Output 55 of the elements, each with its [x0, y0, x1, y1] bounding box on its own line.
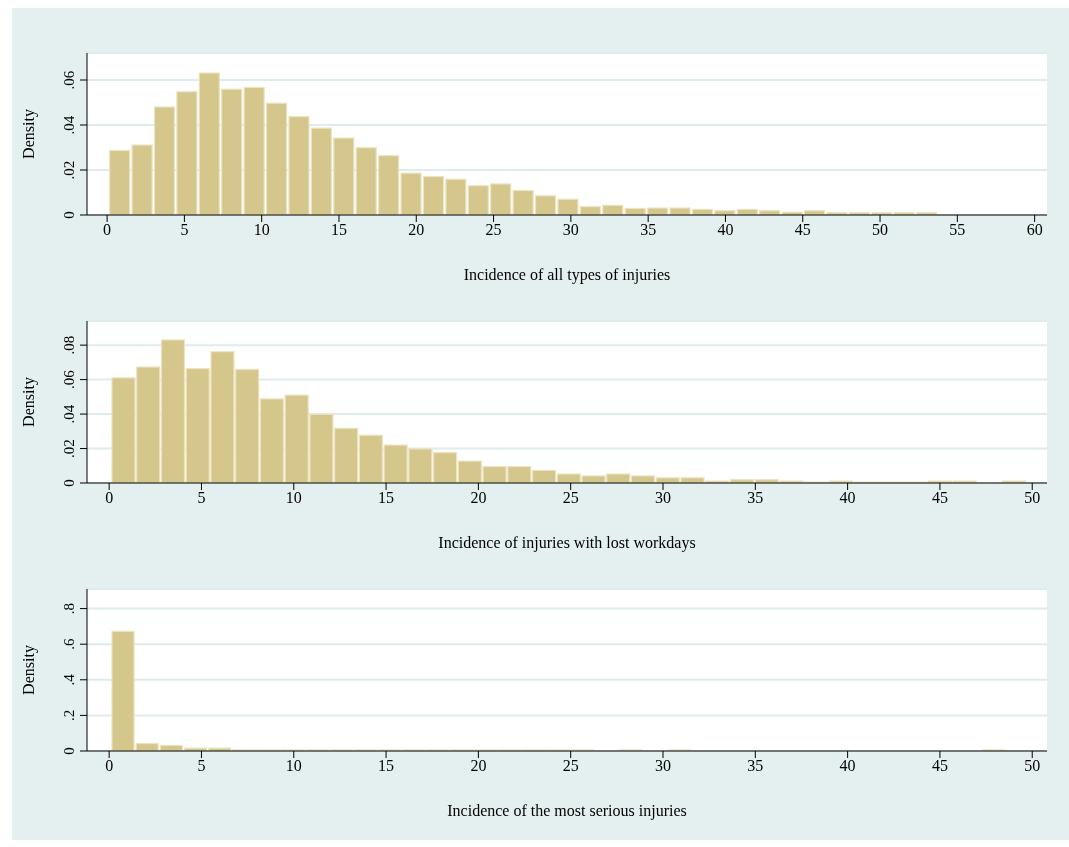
x-tick-label: 45	[931, 489, 948, 507]
x-tick-label: 35	[747, 489, 764, 507]
y-tick-label: .02	[61, 439, 77, 458]
x-tick-label: 20	[408, 221, 425, 239]
y-tick-label: .04	[61, 404, 77, 424]
x-tick-label: 60	[1026, 221, 1043, 239]
x-tick-label: 25	[485, 221, 502, 239]
x-axis-title: Incidence of all types of injuries	[463, 266, 671, 284]
y-tick-label: .02	[61, 160, 77, 180]
y-tick-label: .06	[61, 369, 77, 389]
x-tick-label: 30	[655, 757, 671, 775]
x-tick-label: 10	[253, 221, 270, 239]
x-tick-label: 50	[872, 221, 889, 239]
y-tick-label: 0	[61, 211, 77, 219]
x-tick-label: 0	[103, 221, 112, 239]
x-tick-label: 45	[931, 757, 948, 775]
y-tick-label: .6	[61, 638, 77, 650]
x-tick-label: 30	[562, 221, 579, 239]
x-tick-label: 15	[330, 221, 347, 239]
y-tick-label: 0	[61, 479, 77, 487]
y-tick-label: .08	[61, 335, 77, 355]
x-tick-label: 5	[180, 221, 189, 239]
x-tick-label: 10	[285, 489, 302, 507]
x-tick-label: 55	[949, 221, 966, 239]
x-tick-label: 5	[197, 489, 206, 507]
x-tick-label: 30	[655, 489, 671, 507]
y-tick-label: .2	[61, 709, 77, 722]
x-tick-label: 40	[839, 757, 856, 775]
y-axis-title: Density	[19, 645, 38, 695]
x-tick-label: 0	[105, 489, 114, 507]
x-tick-label: 10	[285, 757, 302, 775]
x-tick-label: 25	[562, 757, 579, 775]
y-axis-title: Density	[19, 377, 38, 427]
x-tick-label: 50	[1024, 489, 1041, 507]
y-tick-label: .4	[61, 673, 77, 686]
x-tick-label: 40	[717, 221, 734, 239]
x-tick-label: 40	[839, 489, 856, 507]
y-tick-label: .04	[61, 115, 77, 135]
x-tick-label: 35	[747, 757, 764, 775]
x-tick-label: 0	[105, 757, 114, 775]
y-tick-label: 0	[61, 747, 77, 755]
x-tick-label: 15	[378, 489, 395, 507]
y-tick-label: .8	[61, 602, 77, 615]
x-tick-label: 45	[794, 221, 811, 239]
y-axis-title: Density	[19, 109, 38, 159]
x-axis-title: Incidence of injuries with lost workdays	[438, 534, 696, 552]
x-tick-label: 5	[197, 757, 206, 775]
x-tick-label: 15	[378, 757, 395, 775]
x-tick-label: 25	[562, 489, 579, 507]
x-axis-title: Incidence of the most serious injuries	[447, 802, 687, 820]
x-tick-label: 20	[470, 489, 487, 507]
y-tick-label: .06	[61, 70, 77, 90]
x-tick-label: 35	[640, 221, 657, 239]
x-tick-label: 50	[1024, 757, 1041, 775]
x-tick-label: 20	[470, 757, 487, 775]
